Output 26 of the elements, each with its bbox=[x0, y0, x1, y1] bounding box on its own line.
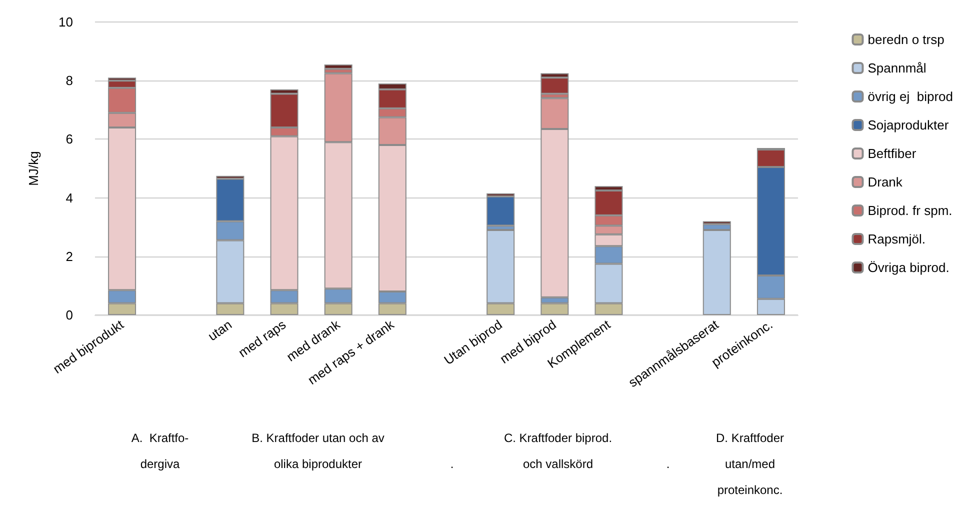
legend-label: Drank bbox=[868, 174, 903, 190]
bar bbox=[540, 78, 569, 94]
legend-label: Sojaprodukter bbox=[868, 118, 950, 132]
legend-label: Beftfiber bbox=[868, 146, 917, 161]
y-tick-label: 0 bbox=[66, 308, 73, 322]
legend-label: Rapsmjöl. bbox=[868, 232, 926, 246]
text: C. Kraftfoder biprod. och vallskörd bbox=[504, 431, 612, 471]
x-tick-label: utan bbox=[205, 316, 234, 344]
legend-label: Spannmål bbox=[868, 60, 926, 76]
y-tick-label: 4 bbox=[66, 190, 73, 206]
legend-label: beredn o trsp bbox=[868, 32, 944, 47]
text: B. Kraftfoder utan och av olika biprodukter bbox=[252, 431, 384, 471]
text: A. Kraftfo- dergiva bbox=[131, 431, 189, 471]
legend-label: övrig ej biprod bbox=[868, 89, 954, 104]
y-tick-label: 6 bbox=[66, 132, 73, 147]
text: D. Kraftfoder utan/med proteinkonc. bbox=[716, 431, 784, 497]
text: . bbox=[450, 457, 454, 471]
y-axis-title: MJ/kg bbox=[26, 151, 41, 186]
y-tick-label: 8 bbox=[66, 73, 73, 88]
y-tick-label: 10 bbox=[58, 14, 73, 30]
y-tick-label: 2 bbox=[66, 248, 73, 264]
legend-label: Biprod. fr spm. bbox=[868, 203, 952, 218]
x-tick-label: med raps bbox=[236, 316, 289, 360]
legend-label: Övriga biprod. bbox=[868, 260, 950, 275]
text: . bbox=[666, 457, 670, 471]
bar bbox=[486, 196, 515, 226]
